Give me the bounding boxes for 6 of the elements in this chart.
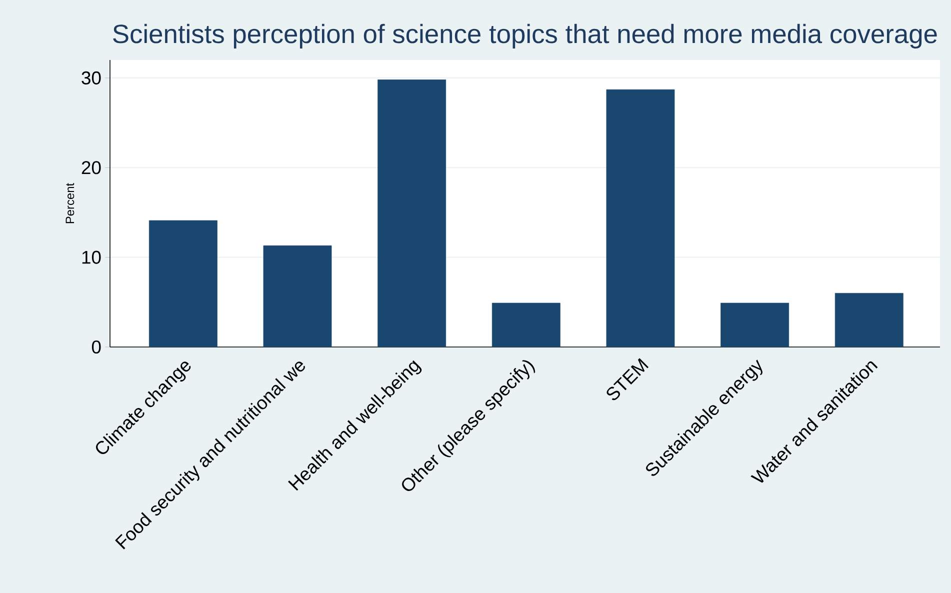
y-axis-title: Percent [66, 182, 74, 224]
chart-title: Scientists perception of science topics that need more media coverage [113, 24, 937, 49]
y-tick-label: 0 [92, 340, 101, 354]
y-tick-label: 10 [82, 250, 101, 264]
y-tick-label: 30 [82, 71, 101, 84]
y-tick-label: 20 [82, 161, 101, 174]
